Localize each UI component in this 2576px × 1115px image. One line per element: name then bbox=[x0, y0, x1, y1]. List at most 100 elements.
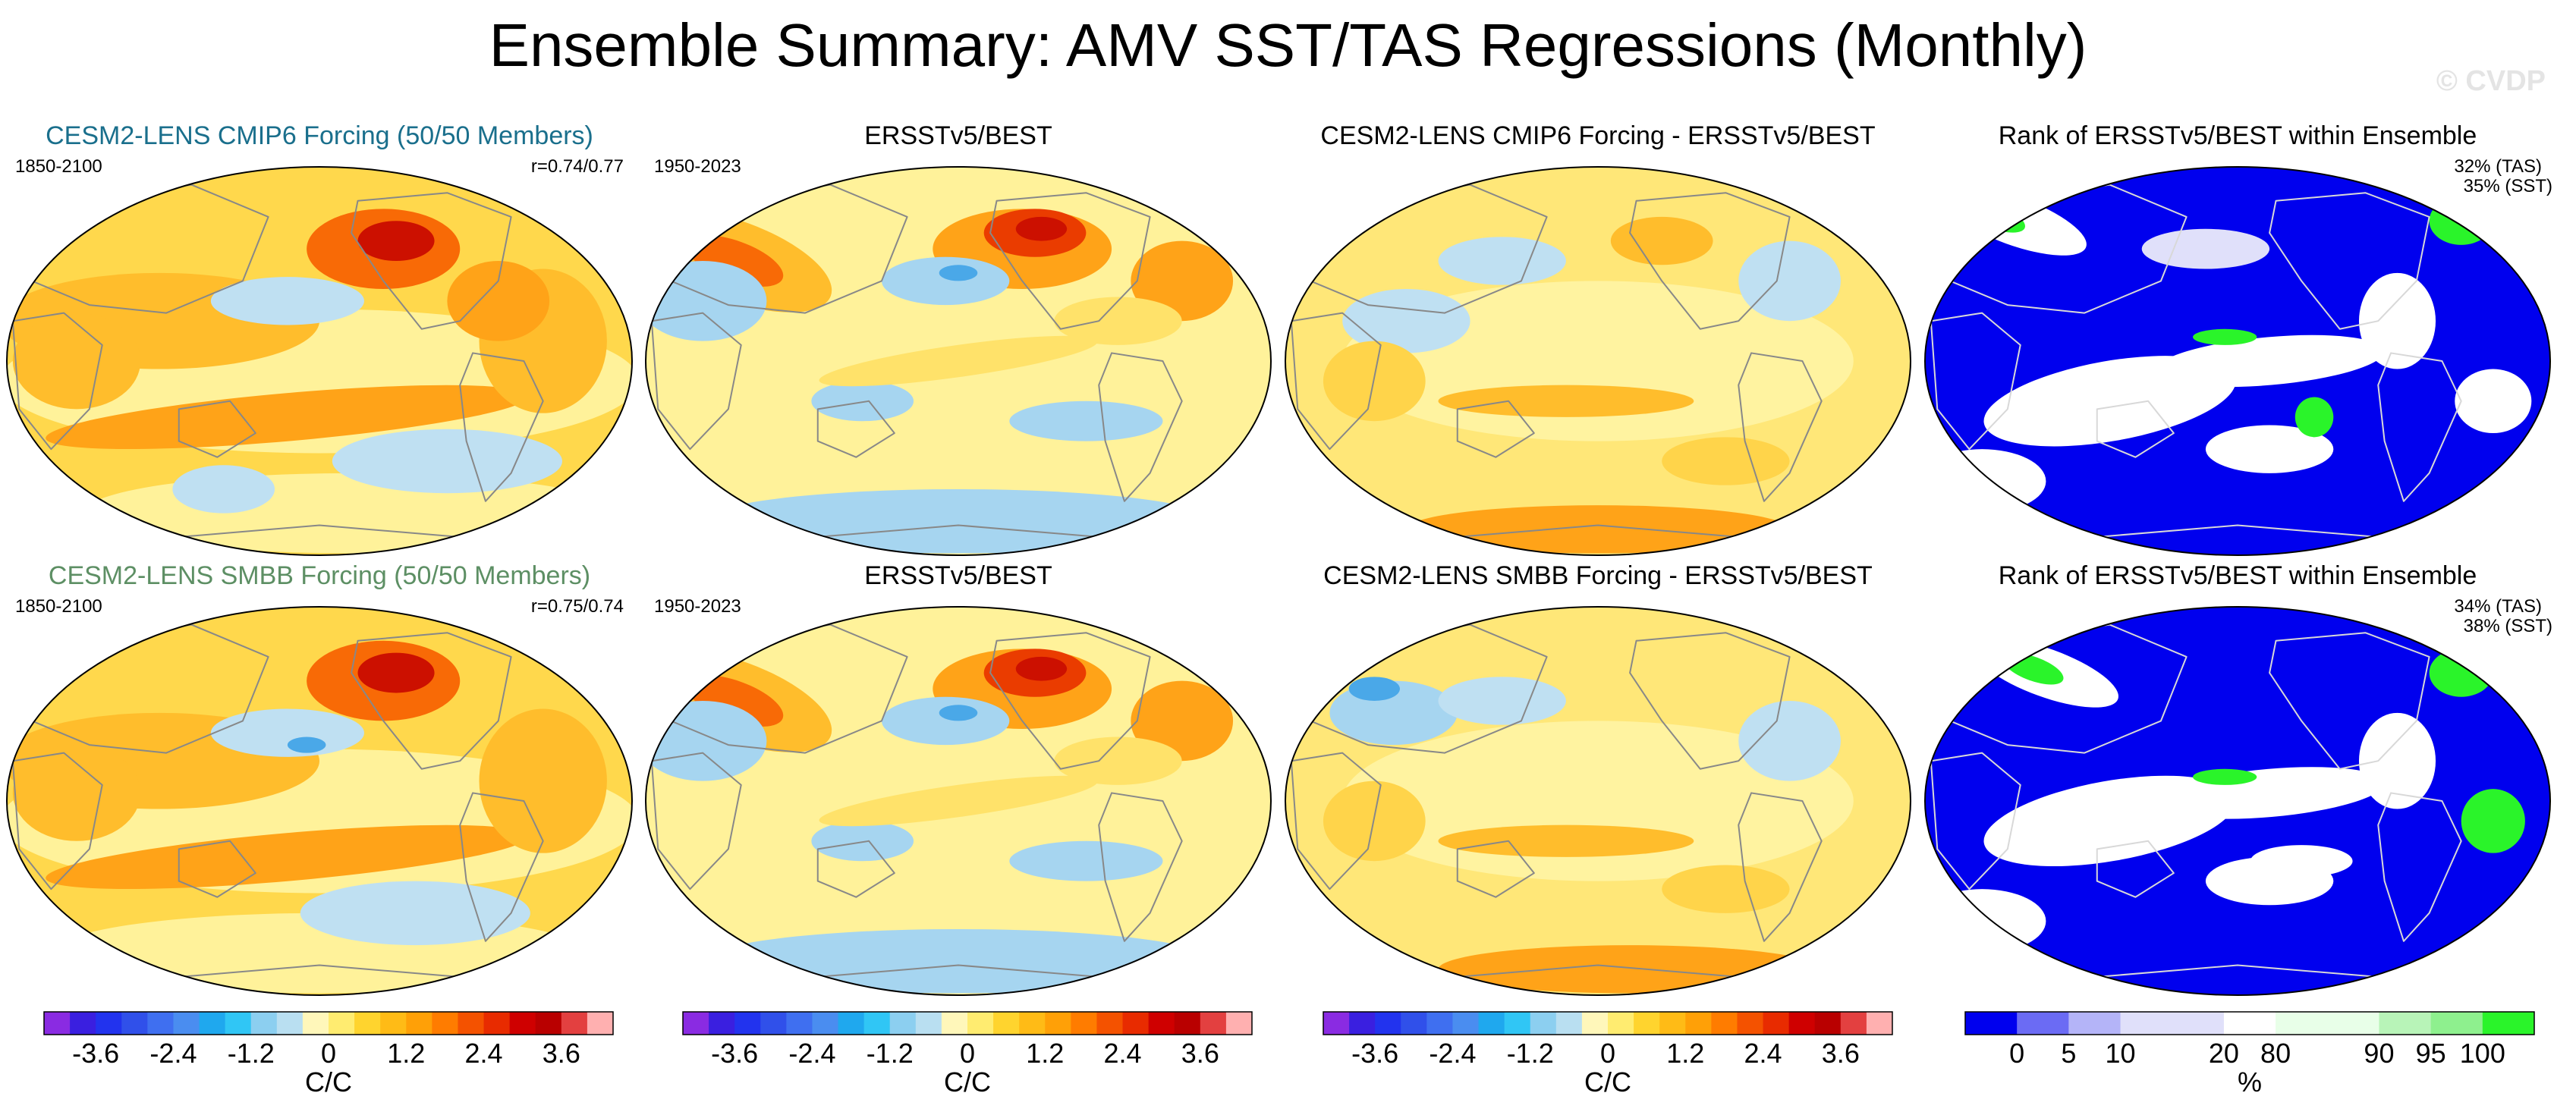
field-anomaly bbox=[2141, 228, 2270, 269]
field-anomaly bbox=[1438, 677, 1566, 725]
field-anomaly bbox=[1738, 701, 1841, 781]
correlation-label: r=0.74/0.77 bbox=[530, 156, 624, 177]
map-field bbox=[7, 167, 632, 555]
panel-title: ERSSTv5/BEST bbox=[864, 121, 1052, 150]
colorbar-swatch bbox=[535, 1012, 562, 1035]
colorbar-tick-label: 5 bbox=[2061, 1038, 2077, 1069]
map-field bbox=[646, 167, 1271, 555]
field-anomaly bbox=[357, 221, 435, 261]
rank-stat-sst: 35% (SST) bbox=[2463, 176, 2552, 196]
field-anomaly bbox=[1323, 341, 1426, 422]
rank-stat-tas: 34% (TAS) bbox=[2454, 596, 2542, 617]
colorbar-swatch bbox=[1323, 1012, 1350, 1035]
colorbar: -3.6 -2.4 -1.2 0 1.2 2.4 3.6 C/C bbox=[36, 1009, 636, 1100]
colorbar-swatch bbox=[993, 1012, 1020, 1035]
field-anomaly bbox=[1610, 216, 1713, 265]
colorbar-swatch bbox=[587, 1012, 614, 1035]
field-anomaly bbox=[1054, 297, 1182, 345]
colorbar-swatch bbox=[967, 1012, 994, 1035]
colorbar-tick-label: 0 bbox=[1599, 1038, 1616, 1069]
panel-title: CESM2-LENS CMIP6 Forcing - ERSSTv5/BEST bbox=[1320, 121, 1876, 150]
south-america-coastline bbox=[1098, 352, 1183, 502]
colorbar-swatch bbox=[1840, 1012, 1867, 1035]
colorbar-swatch bbox=[1581, 1012, 1609, 1035]
field-anomaly bbox=[1438, 237, 1566, 285]
field-anomaly bbox=[12, 745, 141, 841]
colorbar-swatch bbox=[1659, 1012, 1686, 1035]
eurasia-coastline bbox=[1930, 184, 2188, 314]
colorbar-swatch bbox=[329, 1012, 355, 1035]
field-anomaly bbox=[1348, 677, 1400, 701]
field-anomaly bbox=[2429, 649, 2493, 697]
colorbar-swatch bbox=[1814, 1012, 1842, 1035]
globe-outline bbox=[645, 166, 1272, 556]
colorbar-swatches bbox=[682, 1011, 1253, 1035]
field-anomaly bbox=[2358, 272, 2436, 369]
colorbar: 0 5 10 20 80 90 95 100% bbox=[1958, 1009, 2557, 1100]
australia-coastline bbox=[178, 840, 256, 898]
field-anomaly bbox=[1438, 385, 1694, 417]
north-america-coastline bbox=[989, 192, 1151, 330]
colorbar-swatch bbox=[225, 1012, 252, 1035]
colorbar-swatch bbox=[173, 1012, 200, 1035]
colorbar-swatch bbox=[1401, 1012, 1427, 1035]
colorbar-swatch bbox=[1965, 1012, 2018, 1035]
colorbar-tick-label: 90 bbox=[2364, 1038, 2395, 1069]
colorbar-swatch bbox=[1225, 1012, 1253, 1035]
map-panel: CESM2-LENS CMIP6 Forcing (50/50 Members)… bbox=[0, 121, 639, 561]
field-anomaly bbox=[46, 385, 530, 450]
globe-outline bbox=[1285, 166, 1911, 556]
watermark-logo: © CVDP bbox=[2436, 65, 2546, 97]
colorbar-swatch bbox=[2482, 1012, 2535, 1035]
colorbar-swatch bbox=[2017, 1012, 2069, 1035]
colorbar-swatch bbox=[1452, 1012, 1480, 1035]
colorbar-tick-label: -2.4 bbox=[788, 1038, 836, 1069]
field-anomaly bbox=[2205, 425, 2334, 473]
colorbar-tick-label: 20 bbox=[2208, 1038, 2239, 1069]
rank-stat-tas: 32% (TAS) bbox=[2454, 156, 2542, 177]
colorbar-tick-label: 95 bbox=[2415, 1038, 2446, 1069]
panel-title: Rank of ERSSTv5/BEST within Ensemble bbox=[1998, 121, 2477, 150]
field-anomaly bbox=[172, 465, 275, 514]
colorbar-tick-label: -1.2 bbox=[1506, 1038, 1554, 1069]
colorbar-frame bbox=[43, 1011, 614, 1035]
map-field bbox=[1285, 167, 1911, 555]
world-map bbox=[1285, 606, 1911, 996]
field-anomaly bbox=[2429, 196, 2493, 245]
colorbar-tick-label: 1.2 bbox=[1026, 1038, 1065, 1069]
colorbar-swatch bbox=[2068, 1012, 2122, 1035]
map-field bbox=[1925, 167, 2550, 555]
colorbar-swatches bbox=[1323, 1011, 1893, 1035]
colorbar-tick-label: -1.2 bbox=[866, 1038, 914, 1069]
colorbar-tick-label: -2.4 bbox=[149, 1038, 197, 1069]
map-panel: ERSSTv5/BEST 1950-2023 bbox=[639, 121, 1278, 561]
colorbar-swatch bbox=[889, 1012, 917, 1035]
field-anomaly bbox=[357, 652, 435, 693]
australia-coastline bbox=[816, 840, 895, 898]
colorbar-swatch bbox=[812, 1012, 839, 1035]
colorbar-swatches bbox=[1964, 1011, 2535, 1035]
africa-coastline bbox=[11, 752, 103, 890]
australia-coastline bbox=[2096, 840, 2175, 898]
world-map bbox=[6, 166, 633, 556]
world-map bbox=[6, 606, 633, 996]
colorbar-swatch bbox=[2276, 1012, 2328, 1035]
panel-title: CESM2-LENS SMBB Forcing (50/50 Members) bbox=[48, 561, 591, 590]
eurasia-coastline bbox=[650, 623, 908, 754]
colorbar-tick-label: 3.6 bbox=[1181, 1038, 1219, 1069]
field-anomaly bbox=[703, 928, 1214, 994]
colorbar-swatch bbox=[1071, 1012, 1097, 1035]
colorbar-swatch bbox=[1504, 1012, 1531, 1035]
australia-coastline bbox=[1456, 840, 1535, 898]
eurasia-coastline bbox=[1290, 184, 1548, 314]
north-america-coastline bbox=[1629, 192, 1791, 330]
correlation-label: r=0.75/0.74 bbox=[530, 596, 624, 617]
colorbar-tick-label: -3.6 bbox=[711, 1038, 759, 1069]
world-map bbox=[1924, 606, 2551, 996]
colorbar-swatch bbox=[432, 1012, 458, 1035]
map-field bbox=[7, 607, 632, 995]
colorbar-swatch bbox=[838, 1012, 865, 1035]
colorbar-swatch bbox=[44, 1012, 71, 1035]
panel-title: CESM2-LENS CMIP6 Forcing (50/50 Members) bbox=[46, 121, 593, 150]
field-anomaly bbox=[300, 881, 530, 946]
